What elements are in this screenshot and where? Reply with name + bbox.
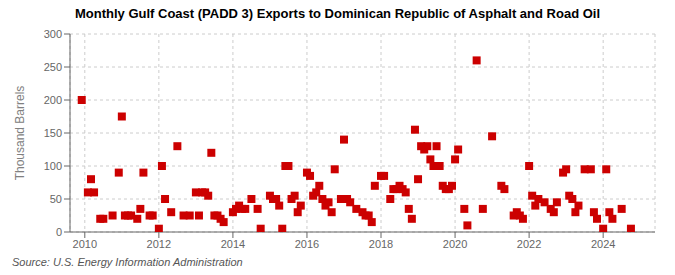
svg-text:2010: 2010 — [73, 238, 97, 250]
svg-text:2018: 2018 — [369, 238, 393, 250]
svg-text:2022: 2022 — [517, 238, 541, 250]
svg-text:2014: 2014 — [221, 238, 245, 250]
html-text:Monthly Gulf Coast (PADD 3) Ex: Monthly Gulf Coast (PADD 3) Exports to D… — [75, 6, 600, 21]
svg-text:2016: 2016 — [295, 238, 319, 250]
svg-text:200: 200 — [44, 94, 62, 106]
svg-text:0: 0 — [56, 226, 62, 238]
svg-text:2020: 2020 — [443, 238, 467, 250]
svg-text:250: 250 — [44, 61, 62, 73]
svg-text:2012: 2012 — [147, 238, 171, 250]
svg-text:2024: 2024 — [591, 238, 615, 250]
svg-text:100: 100 — [44, 160, 62, 172]
svg-text:300: 300 — [44, 28, 62, 40]
svg-text:150: 150 — [44, 127, 62, 139]
svg-text:50: 50 — [50, 193, 62, 205]
html-text:Source: U.S. Energy Informatio: Source: U.S. Energy Information Administ… — [12, 256, 243, 268]
svg-text:Thousand Barrels: Thousand Barrels — [13, 86, 27, 181]
